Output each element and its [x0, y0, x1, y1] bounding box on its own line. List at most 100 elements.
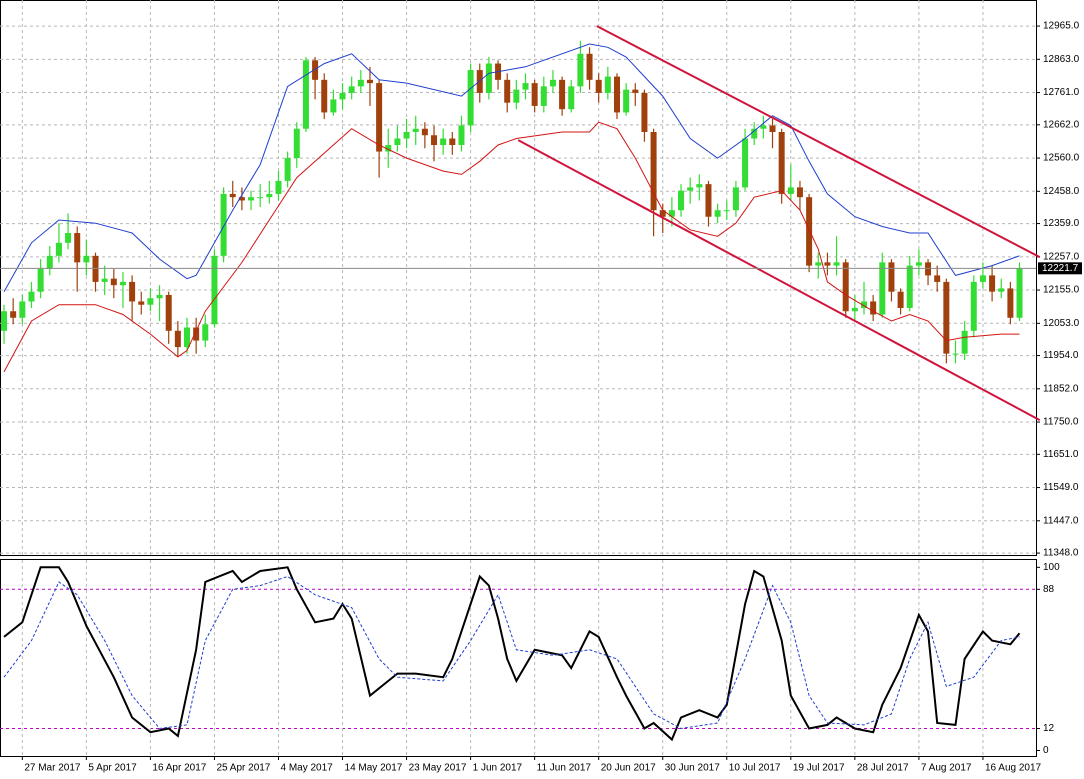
y-tick-label: 12560.0	[1043, 153, 1080, 164]
candle-body	[815, 262, 822, 266]
candle-body	[842, 262, 849, 312]
oscillator-frame	[0, 559, 1037, 757]
candle-body	[394, 138, 401, 146]
candle-body	[989, 275, 996, 292]
last-price-box	[1038, 262, 1082, 275]
trend-line	[517, 139, 1041, 421]
candle-body	[778, 131, 785, 194]
candle-body	[46, 255, 53, 269]
candle-body	[760, 125, 767, 129]
candle-body	[659, 210, 666, 217]
candle-body	[549, 79, 556, 87]
candle-body	[678, 190, 685, 211]
candle-body	[183, 327, 190, 348]
candle-body	[696, 184, 703, 188]
candle-body	[668, 210, 675, 217]
y-tick-label: 0	[1043, 745, 1049, 756]
candle-body	[504, 79, 511, 103]
candle-body	[339, 92, 346, 100]
y-tick-label: 11549.0	[1043, 482, 1079, 493]
candle-body	[110, 278, 117, 286]
candle-body	[485, 63, 492, 93]
candle-body	[650, 131, 657, 211]
candle-body	[687, 187, 694, 191]
y-tick-label: 12761.0	[1043, 87, 1080, 98]
x-tick-label: 5 Apr 2017	[88, 763, 137, 774]
candle-body	[156, 294, 163, 299]
candle-body	[403, 131, 410, 139]
x-tick-label: 14 May 2017	[345, 763, 403, 774]
candle-body	[796, 187, 803, 198]
y-tick-label: 12662.0	[1043, 119, 1080, 130]
candle-body	[879, 262, 886, 315]
candle-body	[623, 89, 630, 113]
x-tick-label: 11 Jun 2017	[537, 763, 592, 774]
candle-body	[723, 210, 730, 212]
y-tick-label: 12257.0	[1043, 251, 1080, 262]
y-tick-label: 12	[1043, 723, 1055, 734]
candle-body	[248, 197, 255, 201]
candle-body	[147, 298, 154, 305]
x-tick-label: 20 Jun 2017	[601, 763, 656, 774]
candle-body	[586, 53, 593, 80]
candle-body	[559, 79, 566, 110]
candle-body	[888, 262, 895, 292]
candle-body	[55, 242, 62, 256]
candle-body	[769, 125, 776, 132]
candle-body	[742, 138, 749, 188]
candle-body	[357, 79, 364, 87]
x-tick-label: 16 Apr 2017	[152, 763, 206, 774]
candle-body	[19, 301, 26, 318]
x-tick-label: 27 Mar 2017	[24, 763, 81, 774]
candle-body	[943, 281, 950, 354]
candle-body	[193, 327, 200, 341]
y-tick-label: 11447.0	[1043, 515, 1079, 526]
y-tick-label: 12155.0	[1043, 285, 1080, 296]
candle-body	[934, 275, 941, 282]
candle-body	[440, 138, 447, 146]
y-tick-label: 12458.0	[1043, 186, 1080, 197]
candle-body	[961, 330, 968, 354]
candle-body	[257, 197, 264, 199]
y-tick-label: 12863.0	[1043, 54, 1080, 65]
candle-body	[604, 76, 611, 93]
candle-body	[412, 128, 419, 132]
last-price-label: 12221.7	[1042, 263, 1079, 274]
trend-line	[596, 25, 1041, 258]
main-frame	[0, 0, 1037, 556]
candle-body	[174, 330, 181, 348]
candle-body	[979, 275, 986, 282]
candle-body	[824, 262, 831, 266]
candle-body	[806, 197, 813, 266]
oscillator-line	[3, 566, 1021, 742]
candle-body	[211, 255, 218, 325]
y-tick-label: 11954.0	[1043, 350, 1079, 361]
y-tick-label: 11852.0	[1043, 383, 1079, 394]
candle-body	[330, 99, 337, 113]
candle-body	[129, 281, 136, 302]
candle-body	[28, 291, 35, 302]
candle-body	[321, 79, 328, 113]
band-line	[3, 43, 1020, 292]
candle-body	[376, 83, 383, 152]
candle-body	[641, 92, 648, 132]
x-tick-label: 25 Apr 2017	[216, 763, 270, 774]
candle-body	[101, 278, 108, 282]
oscillator-line	[3, 575, 1020, 730]
candle-body	[83, 255, 90, 263]
candle-body	[229, 193, 236, 198]
candle-body	[385, 145, 392, 152]
candle-body	[540, 86, 547, 106]
candle-body	[467, 70, 474, 126]
candle-body	[870, 301, 877, 315]
candle-body	[1016, 268, 1023, 318]
x-tick-label: 4 May 2017	[280, 763, 333, 774]
candle-body	[998, 288, 1005, 292]
candle-body	[632, 89, 639, 93]
candle-body	[851, 307, 858, 312]
candle-body	[74, 233, 81, 263]
x-tick-label: 16 Aug 2017	[985, 763, 1042, 774]
candle-body	[522, 83, 529, 90]
